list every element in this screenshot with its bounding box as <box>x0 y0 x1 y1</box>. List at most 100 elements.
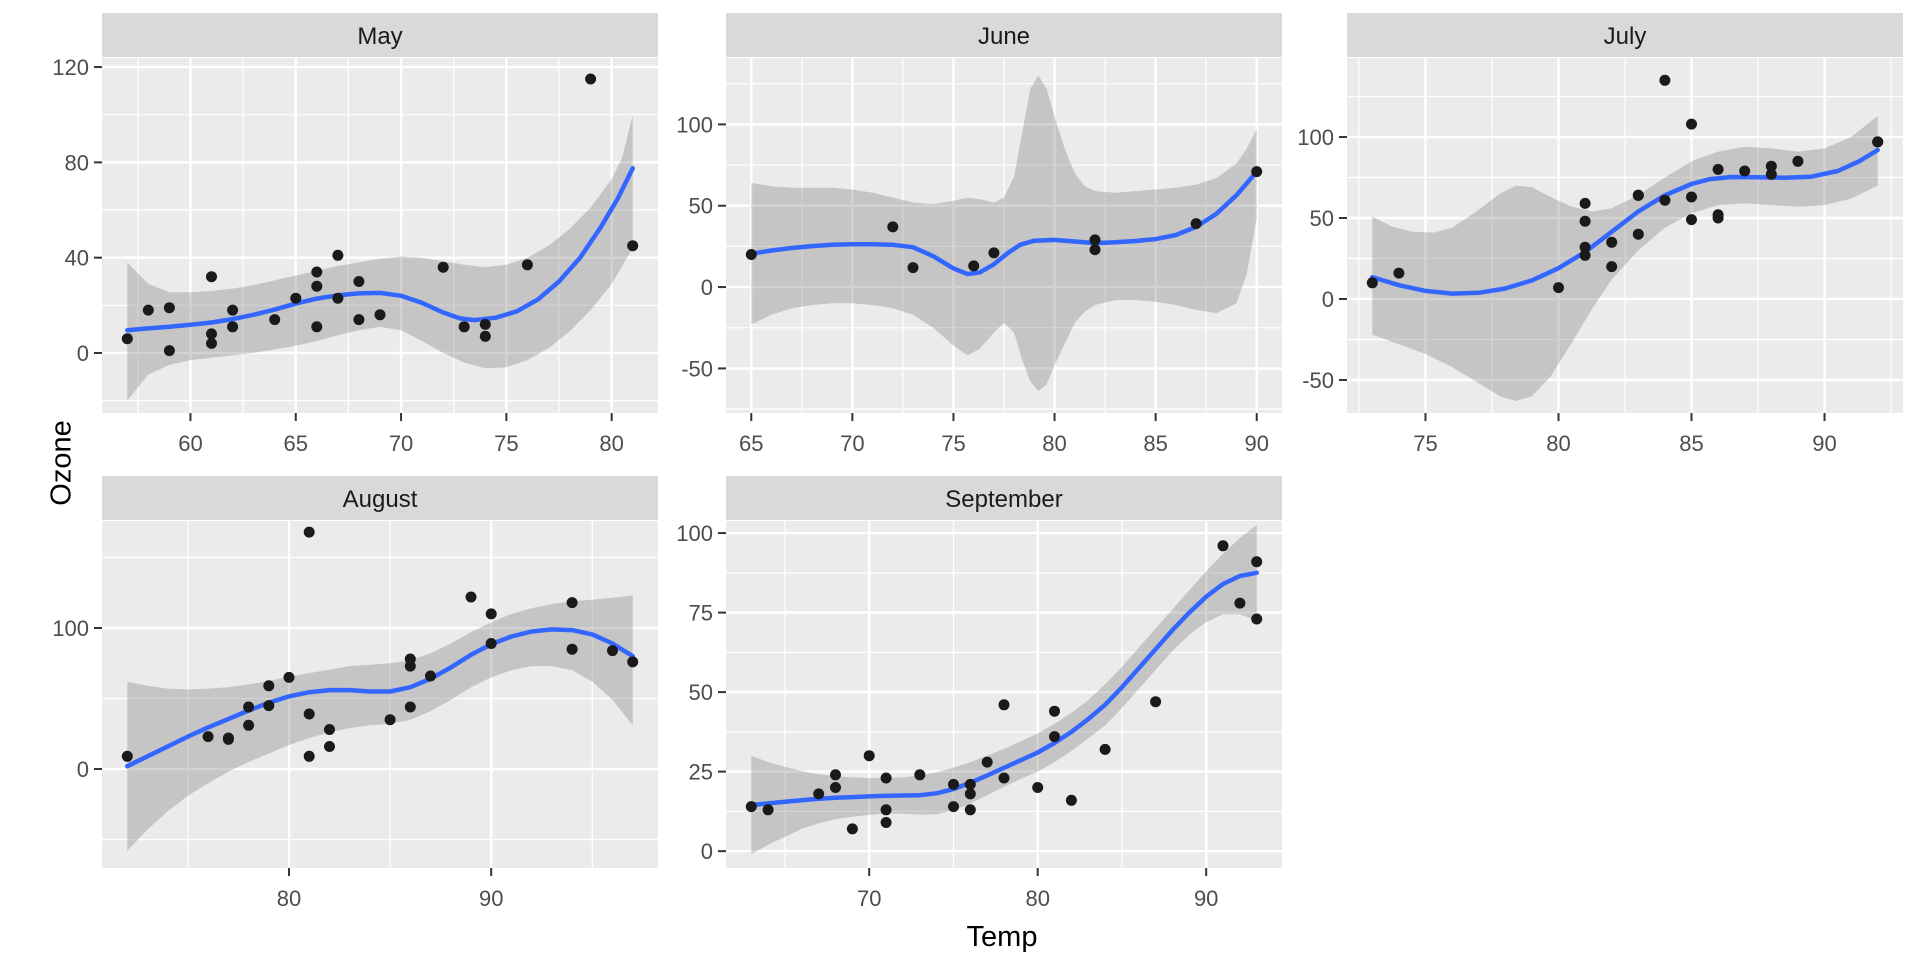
x-tick-label: 85 <box>1679 431 1703 456</box>
data-point <box>1872 136 1884 148</box>
data-point <box>1632 189 1644 201</box>
smooth-line-may <box>125 166 635 333</box>
facet-strip-label-july: July <box>1604 23 1647 50</box>
data-point <box>311 321 323 333</box>
facet-strip-september <box>726 476 1282 520</box>
data-point <box>206 337 217 349</box>
x-tick-label: 75 <box>941 431 965 456</box>
data-point <box>303 526 315 538</box>
data-point <box>269 314 281 326</box>
data-point <box>425 670 436 682</box>
data-point <box>163 345 175 357</box>
data-point <box>1686 214 1697 226</box>
data-point <box>227 304 239 316</box>
data-point <box>290 292 302 304</box>
facet-strip-june <box>726 13 1282 57</box>
data-point <box>1712 163 1724 175</box>
x-tick-label: 70 <box>857 886 881 911</box>
y-tick-label: 50 <box>689 194 713 219</box>
facet-strip-label-may: May <box>357 23 402 50</box>
data-point <box>1089 244 1101 256</box>
data-point <box>142 304 154 316</box>
data-point <box>880 817 892 828</box>
panel-background-august <box>102 521 658 868</box>
y-tick-label: -50 <box>681 356 713 381</box>
data-point <box>566 643 578 655</box>
data-point <box>121 750 133 762</box>
smooth-line-july <box>1370 147 1880 296</box>
x-tick-label: 65 <box>739 431 763 456</box>
facet-strip-label-june: June <box>978 23 1030 50</box>
data-point <box>1765 168 1777 180</box>
data-point <box>206 271 217 283</box>
data-point <box>263 700 275 712</box>
y-tick-label: 100 <box>676 112 713 137</box>
data-point <box>1686 118 1697 130</box>
y-tick-label: 75 <box>689 601 713 626</box>
x-tick-label: 65 <box>284 431 308 456</box>
data-point <box>227 321 239 333</box>
data-point <box>1049 731 1060 743</box>
data-point <box>1393 267 1405 279</box>
x-tick-label: 70 <box>389 431 413 456</box>
y-tick-label: 50 <box>1310 206 1334 231</box>
data-point <box>566 597 578 609</box>
data-point <box>745 801 757 813</box>
y-tick-label: 100 <box>52 616 89 641</box>
data-point <box>813 788 825 800</box>
data-point <box>1251 613 1263 625</box>
x-tick-label: 90 <box>1812 431 1836 456</box>
data-point <box>948 801 959 813</box>
data-point <box>121 333 133 345</box>
data-point <box>332 249 344 261</box>
x-tick-label: 80 <box>1025 886 1049 911</box>
data-point <box>243 719 255 731</box>
confidence-ribbon-september <box>751 525 1257 855</box>
data-point <box>202 731 214 743</box>
y-tick-label: 40 <box>65 246 89 271</box>
data-point <box>1739 165 1751 177</box>
data-point <box>458 321 470 333</box>
data-point <box>880 804 892 816</box>
smooth-line-september <box>749 570 1259 808</box>
data-point <box>243 701 255 713</box>
confidence-ribbon-june <box>751 75 1257 392</box>
x-tick-label: 80 <box>599 431 623 456</box>
facet-strip-may <box>102 13 658 57</box>
data-point <box>1579 215 1591 227</box>
data-point <box>1089 234 1101 246</box>
data-point <box>964 788 976 800</box>
data-point <box>887 221 899 233</box>
data-point <box>1579 249 1591 261</box>
data-point <box>968 260 980 272</box>
data-point <box>1049 705 1060 717</box>
x-tick-label: 90 <box>1194 886 1218 911</box>
data-point <box>222 733 234 745</box>
data-point <box>1032 782 1044 793</box>
data-point <box>465 591 477 603</box>
data-point <box>1190 218 1202 230</box>
data-point <box>485 638 497 649</box>
y-axis-title: Ozone <box>45 420 78 506</box>
data-point <box>988 247 1000 259</box>
data-point <box>627 240 639 252</box>
data-point <box>1234 597 1246 609</box>
data-point <box>1712 212 1724 224</box>
x-tick-label: 80 <box>1546 431 1570 456</box>
x-tick-label: 60 <box>178 431 202 456</box>
data-point <box>303 750 315 762</box>
facet-strip-label-september: September <box>945 486 1062 513</box>
y-tick-label: 25 <box>689 760 713 785</box>
data-point <box>324 741 335 752</box>
data-point <box>1065 794 1077 806</box>
data-point <box>1659 194 1671 206</box>
data-point <box>283 671 295 683</box>
x-tick-label: 75 <box>494 431 518 456</box>
data-point <box>907 262 919 274</box>
data-point <box>353 314 365 326</box>
data-point <box>404 701 416 713</box>
data-point <box>914 769 926 781</box>
data-point <box>1792 155 1804 167</box>
x-axis-title: Temp <box>966 921 1038 953</box>
